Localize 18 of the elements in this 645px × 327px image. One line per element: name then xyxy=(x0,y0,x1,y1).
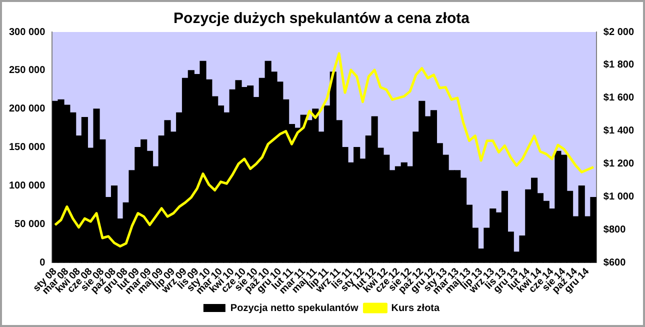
y2-tick-label: $600 xyxy=(603,257,626,268)
y2-tick-label: $1 600 xyxy=(603,92,634,104)
chart-title: Pozycje dużych spekulantów a cena złota xyxy=(174,10,470,28)
y2-tick-label: $2 000 xyxy=(603,26,634,38)
y-tick-label: 150 000 xyxy=(8,142,46,154)
y-tick-label: 250 000 xyxy=(8,65,46,76)
y2-tick-label: $1 400 xyxy=(603,126,634,137)
legend-label: Kurs złota xyxy=(391,302,440,314)
y-tick-label: 50 000 xyxy=(14,219,46,230)
y2-tick-label: $1 800 xyxy=(603,60,634,71)
y-tick-label: 200 000 xyxy=(8,104,46,115)
y2-tick-label: $1 200 xyxy=(603,158,634,170)
y2-tick-label: $1 000 xyxy=(603,192,634,203)
y-tick-label: 0 xyxy=(40,257,46,268)
y-tick-label: 100 000 xyxy=(8,180,46,192)
legend-label: Pozycja netto spekulantów xyxy=(230,302,358,314)
y-tick-label: 300 000 xyxy=(8,26,46,38)
y2-tick-label: $800 xyxy=(603,224,626,236)
